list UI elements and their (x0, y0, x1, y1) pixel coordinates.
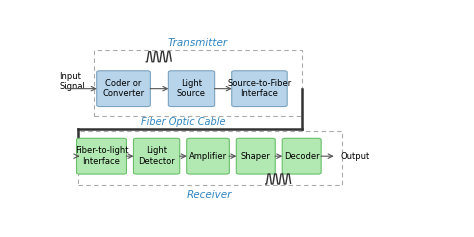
FancyBboxPatch shape (187, 138, 229, 174)
Text: Input
Signal: Input Signal (59, 72, 85, 91)
Text: Fiber-to-light
Interface: Fiber-to-light Interface (75, 146, 128, 166)
Text: Source-to-Fiber
Interface: Source-to-Fiber Interface (228, 79, 292, 98)
Bar (94, 50, 301, 116)
Text: Decoder: Decoder (284, 152, 319, 161)
FancyBboxPatch shape (97, 71, 150, 107)
Text: Light
Detector: Light Detector (138, 146, 175, 166)
FancyBboxPatch shape (282, 138, 321, 174)
Text: Receiver: Receiver (187, 190, 233, 200)
Text: Transmitter: Transmitter (168, 38, 228, 48)
Bar (78, 131, 342, 185)
Text: Output: Output (340, 152, 370, 161)
Text: Amplifier: Amplifier (189, 152, 227, 161)
Text: Light
Source: Light Source (177, 79, 206, 98)
FancyBboxPatch shape (237, 138, 275, 174)
FancyBboxPatch shape (232, 71, 287, 107)
FancyBboxPatch shape (76, 138, 127, 174)
Text: Fiber Optic Cable: Fiber Optic Cable (141, 117, 226, 127)
FancyBboxPatch shape (134, 138, 180, 174)
Text: Shaper: Shaper (241, 152, 271, 161)
FancyBboxPatch shape (168, 71, 215, 107)
Text: Coder or
Converter: Coder or Converter (102, 79, 145, 98)
